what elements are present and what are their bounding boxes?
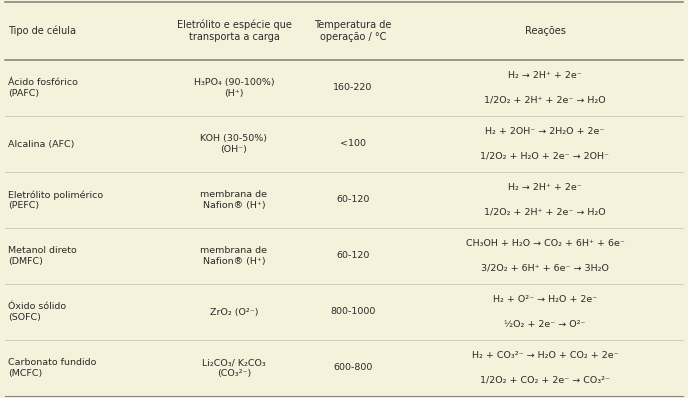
- Text: Óxido sólido
(SOFC): Óxido sólido (SOFC): [8, 302, 66, 322]
- Text: H₂ + O²⁻ → H₂O + 2e⁻: H₂ + O²⁻ → H₂O + 2e⁻: [493, 295, 597, 304]
- Text: Temperatura de
operação / °C: Temperatura de operação / °C: [314, 20, 391, 42]
- Text: 1/2O₂ + CO₂ + 2e⁻ → CO₃²⁻: 1/2O₂ + CO₂ + 2e⁻ → CO₃²⁻: [480, 376, 610, 385]
- Text: Tipo de célula: Tipo de célula: [8, 26, 76, 36]
- Text: Carbonato fundido
(MCFC): Carbonato fundido (MCFC): [8, 358, 96, 378]
- Text: H₂ → 2H⁺ + 2e⁻: H₂ → 2H⁺ + 2e⁻: [508, 183, 582, 192]
- Text: H₃PO₄ (90-100%)
(H⁺): H₃PO₄ (90-100%) (H⁺): [194, 78, 275, 98]
- Text: <100: <100: [340, 140, 366, 148]
- Text: KOH (30-50%)
(OH⁻): KOH (30-50%) (OH⁻): [200, 134, 268, 154]
- Text: 1/2O₂ + 2H⁺ + 2e⁻ → H₂O: 1/2O₂ + 2H⁺ + 2e⁻ → H₂O: [484, 96, 606, 105]
- Text: 600-800: 600-800: [333, 363, 373, 373]
- Text: Eletrólito e espécie que
transporta a carga: Eletrólito e espécie que transporta a ca…: [177, 20, 292, 42]
- Text: H₂ + CO₃²⁻ → H₂O + CO₂ + 2e⁻: H₂ + CO₃²⁻ → H₂O + CO₂ + 2e⁻: [472, 351, 619, 360]
- Text: membrana de
Nafion® (H⁺): membrana de Nafion® (H⁺): [200, 246, 268, 266]
- Text: 60-120: 60-120: [336, 195, 369, 205]
- Text: Li₂CO₃/ K₂CO₃
(CO₃²⁻): Li₂CO₃/ K₂CO₃ (CO₃²⁻): [202, 358, 266, 378]
- Text: 160-220: 160-220: [333, 84, 373, 92]
- Text: 3/2O₂ + 6H⁺ + 6e⁻ → 3H₂O: 3/2O₂ + 6H⁺ + 6e⁻ → 3H₂O: [481, 264, 609, 273]
- Text: Reações: Reações: [524, 26, 566, 36]
- Text: CH₃OH + H₂O → CO₂ + 6H⁺ + 6e⁻: CH₃OH + H₂O → CO₂ + 6H⁺ + 6e⁻: [466, 239, 625, 248]
- Text: H₂ + 2OH⁻ → 2H₂O + 2e⁻: H₂ + 2OH⁻ → 2H₂O + 2e⁻: [485, 127, 605, 136]
- Text: 1/2O₂ + 2H⁺ + 2e⁻ → H₂O: 1/2O₂ + 2H⁺ + 2e⁻ → H₂O: [484, 208, 606, 217]
- Text: ZrO₂ (O²⁻): ZrO₂ (O²⁻): [210, 308, 258, 316]
- Text: ½O₂ + 2e⁻ → O²⁻: ½O₂ + 2e⁻ → O²⁻: [504, 320, 585, 329]
- Text: 800-1000: 800-1000: [330, 308, 376, 316]
- Text: membrana de
Nafion® (H⁺): membrana de Nafion® (H⁺): [200, 190, 268, 210]
- Text: Eletrólito polimérico
(PEFC): Eletrólito polimérico (PEFC): [8, 190, 103, 210]
- Text: Alcalina (AFC): Alcalina (AFC): [8, 140, 74, 148]
- Text: 60-120: 60-120: [336, 252, 369, 261]
- Text: 1/2O₂ + H₂O + 2e⁻ → 2OH⁻: 1/2O₂ + H₂O + 2e⁻ → 2OH⁻: [480, 152, 610, 161]
- Text: H₂ → 2H⁺ + 2e⁻: H₂ → 2H⁺ + 2e⁻: [508, 71, 582, 80]
- Text: Ácido fosfórico
(PAFC): Ácido fosfórico (PAFC): [8, 78, 78, 98]
- Text: Metanol direto
(DMFC): Metanol direto (DMFC): [8, 246, 77, 266]
